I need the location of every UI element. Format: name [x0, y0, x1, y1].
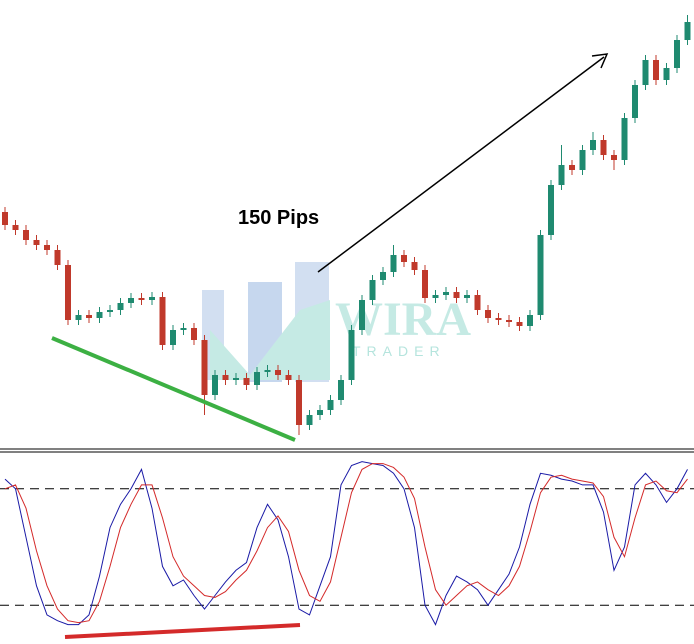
candle-body: [65, 265, 71, 320]
candle-body: [264, 370, 271, 372]
candle-body: [23, 230, 29, 240]
candle-body: [653, 60, 659, 80]
price-panel: [2, 15, 691, 435]
candle-body: [642, 60, 649, 85]
candle-body: [548, 185, 554, 235]
stochastic-line: [4, 461, 688, 626]
candle-body: [296, 380, 302, 425]
support-trendline: [51, 336, 296, 442]
watermark-logo: [202, 262, 330, 382]
logo-bar: [295, 262, 329, 382]
candle-body: [453, 292, 460, 298]
candle-body: [54, 250, 61, 265]
candle-body: [275, 370, 281, 375]
arrow-head: [591, 53, 609, 69]
candle-body: [33, 240, 40, 245]
candle-body: [684, 22, 691, 40]
candle-body: [443, 292, 449, 295]
candle-body: [527, 315, 533, 326]
watermark-title: WIRA: [335, 293, 471, 346]
candle-body: [390, 255, 397, 272]
candle-body: [243, 378, 250, 385]
candle-body: [75, 315, 82, 320]
arrow-shaft: [317, 56, 605, 273]
candle-body: [12, 225, 19, 230]
candle-body: [107, 310, 113, 312]
candle-body: [180, 328, 187, 330]
candle-body: [600, 140, 607, 155]
candle-body: [348, 330, 355, 380]
stochastic-line: [4, 463, 688, 624]
candle-body: [170, 330, 176, 345]
candle-body: [621, 118, 628, 160]
candle-body: [674, 40, 680, 68]
candle-body: [44, 245, 50, 250]
logo-shape: [210, 300, 330, 380]
candle-body: [401, 255, 407, 262]
candle-body: [495, 318, 502, 320]
logo-bar: [248, 282, 282, 382]
divergence-line: [64, 623, 301, 639]
candle-body: [191, 328, 197, 340]
candle-body: [464, 295, 470, 298]
candle-body: [285, 375, 292, 380]
candle-body: [537, 235, 544, 315]
candle-body: [611, 155, 617, 160]
candle-body: [96, 312, 103, 318]
candle-body: [569, 165, 575, 170]
candle-body: [474, 295, 481, 310]
candle-body: [516, 322, 523, 326]
candle-body: [359, 300, 365, 330]
candle-body: [201, 340, 208, 395]
candle-body: [128, 298, 134, 303]
candle-body: [149, 297, 155, 300]
candle-body: [317, 410, 323, 415]
candle-body: [306, 415, 313, 425]
candle-body: [254, 372, 260, 385]
candle-body: [222, 375, 229, 380]
candle-body: [338, 380, 344, 400]
candle-body: [411, 262, 418, 270]
watermark-subtitle: TRADER: [352, 343, 446, 359]
candle-body: [590, 140, 596, 150]
candle-body: [380, 272, 386, 280]
candle-body: [422, 270, 428, 298]
candle-body: [233, 378, 239, 380]
candle-body: [485, 310, 491, 318]
annotation: 150 Pips: [238, 207, 319, 229]
candle-body: [2, 212, 8, 225]
candle-body: [663, 68, 670, 80]
candle-body: [138, 298, 145, 300]
candle-body: [506, 320, 512, 322]
candle-body: [558, 165, 565, 185]
candle-body: [432, 295, 439, 298]
candle-body: [369, 280, 376, 300]
candle-body: [632, 85, 638, 118]
candle-body: [579, 150, 586, 170]
candle-body: [117, 303, 124, 310]
candle-body: [86, 315, 92, 318]
candle-body: [327, 400, 334, 410]
candle-body: [159, 297, 166, 345]
stochastic-panel: [0, 461, 694, 626]
candle-body: [212, 375, 218, 395]
